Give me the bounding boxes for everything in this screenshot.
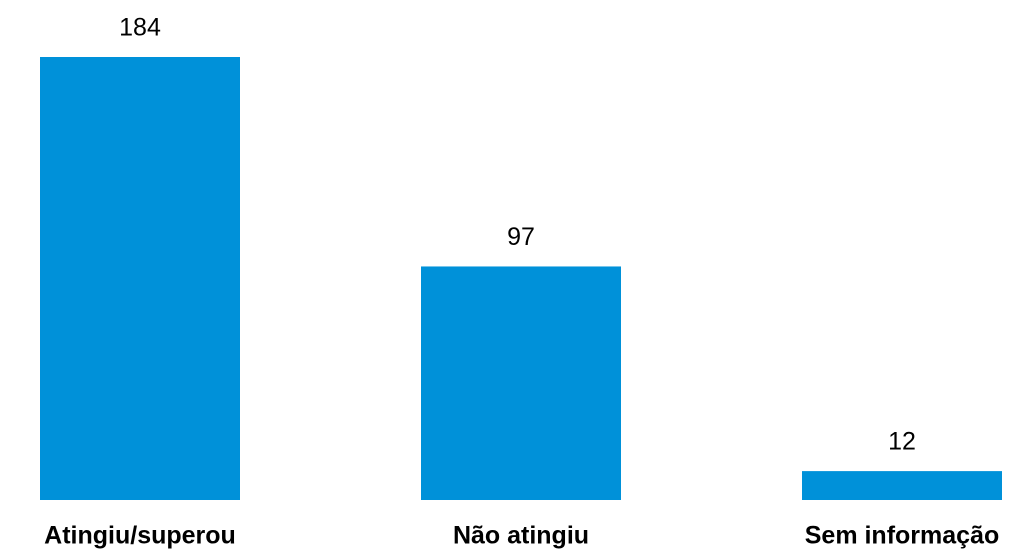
bar [40,57,240,500]
value-label: 12 [888,428,916,456]
value-label: 97 [507,223,535,251]
x-tick-label: Não atingiu [453,522,589,550]
x-tick-label: Sem informação [805,522,1000,550]
bar [802,471,1002,500]
x-tick-label: Atingiu/superou [44,522,236,550]
value-label: 184 [119,14,161,42]
bar [421,266,621,500]
